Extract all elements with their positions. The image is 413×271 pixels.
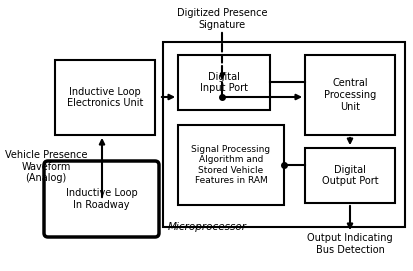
Bar	[163, 42, 404, 227]
Bar	[304, 148, 394, 203]
FancyBboxPatch shape	[44, 161, 159, 237]
Text: Microprocessor: Microprocessor	[168, 222, 247, 232]
Text: Inductive Loop
In Roadway: Inductive Loop In Roadway	[66, 188, 137, 210]
Bar	[178, 55, 269, 110]
Bar	[55, 60, 154, 135]
Text: Signal Processing
Algorithm and
Stored Vehicle
Features in RAM: Signal Processing Algorithm and Stored V…	[191, 145, 270, 185]
Text: Output Indicating
Bus Detection: Output Indicating Bus Detection	[306, 233, 392, 254]
Text: Vehicle Presence
Waveform
(Analog): Vehicle Presence Waveform (Analog)	[5, 150, 87, 183]
Text: Digital
Output Port: Digital Output Port	[321, 165, 377, 186]
Text: Digitized Presence
Signature: Digitized Presence Signature	[176, 8, 267, 30]
Bar	[304, 55, 394, 135]
Text: Digital
Input Port: Digital Input Port	[199, 72, 247, 93]
Text: Inductive Loop
Electronics Unit: Inductive Loop Electronics Unit	[66, 87, 143, 108]
Text: Central
Processing
Unit: Central Processing Unit	[323, 78, 375, 112]
Bar	[178, 125, 283, 205]
